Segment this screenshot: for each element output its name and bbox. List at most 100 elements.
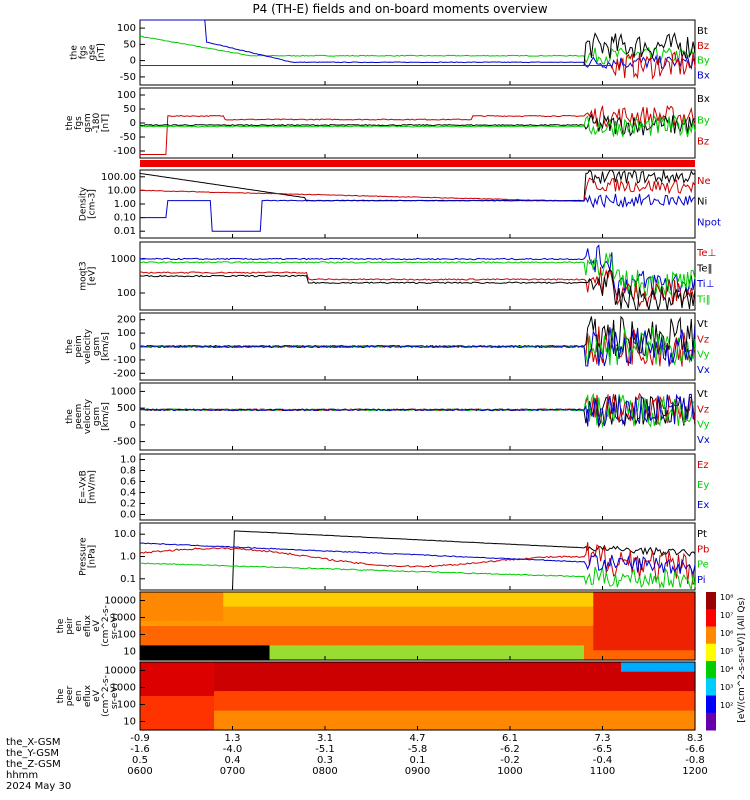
spectrogram-cell — [251, 611, 261, 617]
spectrogram-cell — [297, 715, 308, 721]
spectrogram-cell — [232, 700, 243, 707]
spectrogram-cell — [241, 686, 252, 692]
legend-density-item: Ne — [697, 176, 711, 187]
spectrogram-cell — [334, 696, 345, 702]
spectrogram-cell — [334, 621, 345, 627]
spectrogram-cell — [593, 601, 604, 608]
spectrogram-cell — [158, 691, 169, 697]
spectrogram-cell — [537, 592, 548, 598]
spectrogram-cell — [676, 720, 687, 726]
spectrogram-cell — [408, 611, 419, 617]
spectrogram-cell — [158, 725, 169, 731]
spectrogram-cell — [463, 686, 474, 692]
spectrogram-cell — [565, 645, 576, 651]
spectrogram-cell — [251, 596, 261, 603]
spectrogram-cell — [167, 705, 178, 712]
spectrogram-cell — [426, 666, 437, 673]
spectrogram-cell — [685, 635, 696, 642]
spectrogram-cell — [232, 621, 243, 627]
spectrogram-cell — [639, 606, 650, 613]
time-tick-label: -5.8 — [408, 744, 428, 755]
spectrogram-cell — [362, 611, 372, 617]
spectrogram-cell — [167, 720, 178, 726]
spectrogram-cell — [315, 630, 326, 637]
spectrogram-cell — [537, 596, 548, 603]
spectrogram-cell — [556, 666, 567, 673]
spectrogram-cell — [510, 630, 520, 637]
spectrogram-cell — [556, 676, 567, 683]
spectrogram-cell — [278, 691, 289, 697]
spectrogram-cell — [260, 715, 271, 721]
spectrogram-cell — [241, 715, 252, 721]
spectrogram-cell — [380, 662, 391, 668]
xgsm-label: the_X-GSM — [6, 737, 60, 748]
spectrogram-cell — [158, 700, 169, 707]
spectrogram-cell — [140, 621, 150, 627]
spectrogram-cell — [251, 662, 261, 668]
spectrogram-cell — [426, 676, 437, 683]
spectrogram-cell — [454, 671, 465, 678]
spectrogram-cell — [195, 720, 206, 726]
spectrogram-cell — [621, 621, 631, 627]
spectrogram-cell — [371, 710, 382, 717]
spectrogram-cell — [547, 705, 557, 712]
spectrogram-cell — [500, 662, 511, 668]
spectrogram-cell — [186, 671, 197, 678]
spectrogram-cell — [297, 616, 308, 622]
spectrogram-cell — [177, 601, 187, 608]
spectrogram-cell — [482, 596, 493, 603]
spectrogram-cell — [241, 601, 252, 608]
spectrogram-cell — [491, 696, 502, 702]
series-ivel-3 — [139, 327, 696, 367]
spectrogram-cell — [204, 681, 215, 687]
spectrogram-cell — [500, 671, 511, 678]
spectrogram-cell — [473, 611, 483, 617]
spectrogram-cell — [473, 616, 483, 622]
spectrogram-cell — [260, 650, 271, 656]
spectrogram-cell — [352, 626, 363, 632]
spectrogram-cell — [195, 626, 206, 632]
spectrogram-cell — [297, 691, 308, 697]
spectrogram-cell — [510, 621, 520, 627]
spectrogram-cell — [260, 691, 271, 697]
time-tick-label: -1.6 — [130, 744, 150, 755]
panel-ylabel: thepeerenefluxeV(cm^2-s-sr-eV) — [56, 675, 120, 717]
spectrogram-cell — [399, 696, 409, 702]
spectrogram-cell — [648, 650, 659, 656]
spectrogram-cell — [574, 592, 585, 598]
spectrogram-cell — [204, 635, 215, 642]
spectrogram-cell — [297, 696, 308, 702]
spectrogram-cell — [491, 700, 502, 707]
spectrogram-cell — [630, 616, 641, 622]
spectrogram-cell — [565, 635, 576, 642]
spectrogram-cell — [565, 640, 576, 647]
spectrogram-cell — [473, 601, 483, 608]
spectrogram-cell — [167, 616, 178, 622]
spectrogram-cell — [463, 655, 474, 661]
spectrogram-cell — [223, 635, 234, 642]
spectrogram-cell — [463, 635, 474, 642]
spectrogram-cell — [463, 640, 474, 647]
time-tick-label: 3.1 — [317, 733, 333, 744]
spectrogram-cell — [232, 596, 243, 603]
spectrogram-cell — [140, 630, 150, 637]
spectrogram-cell — [621, 650, 631, 656]
spectrogram-cell — [482, 671, 493, 678]
spectrogram-cell — [510, 686, 520, 692]
spectrogram-cell — [519, 630, 530, 637]
spectrogram-cell — [140, 626, 150, 632]
spectrogram-cell — [648, 705, 659, 712]
spectrogram-cell — [593, 630, 604, 637]
spectrogram-cell — [621, 611, 631, 617]
spectrogram-cell — [167, 626, 178, 632]
spectrogram-cell — [288, 662, 298, 668]
spectrogram-cell — [408, 662, 419, 668]
ytick-label: 1000 — [111, 613, 136, 624]
spectrogram-cell — [362, 650, 372, 656]
spectrogram-cell — [426, 611, 437, 617]
spectrogram-cell — [630, 710, 641, 717]
legend-evel-item: Vx — [697, 435, 710, 446]
spectrogram-cell — [195, 606, 206, 613]
spectrogram-cell — [676, 686, 687, 692]
